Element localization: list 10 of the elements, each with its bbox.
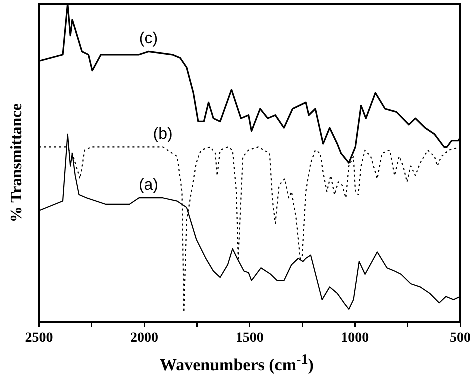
y-axis-title: % Transmittance: [8, 104, 26, 223]
x-tick-label: 2500: [25, 331, 54, 346]
series-label: (b): [153, 126, 173, 144]
series-label: (c): [139, 30, 158, 48]
x-tick-label: 1500: [236, 331, 264, 346]
series-label: (a): [138, 177, 159, 194]
x-tick-label: 2000: [130, 331, 159, 346]
x-tick-label: 1000: [341, 331, 370, 346]
x-axis-title: Wavenumbers (cm$^{-1}$): [159, 352, 315, 376]
x-tick-label: 500: [450, 331, 471, 346]
